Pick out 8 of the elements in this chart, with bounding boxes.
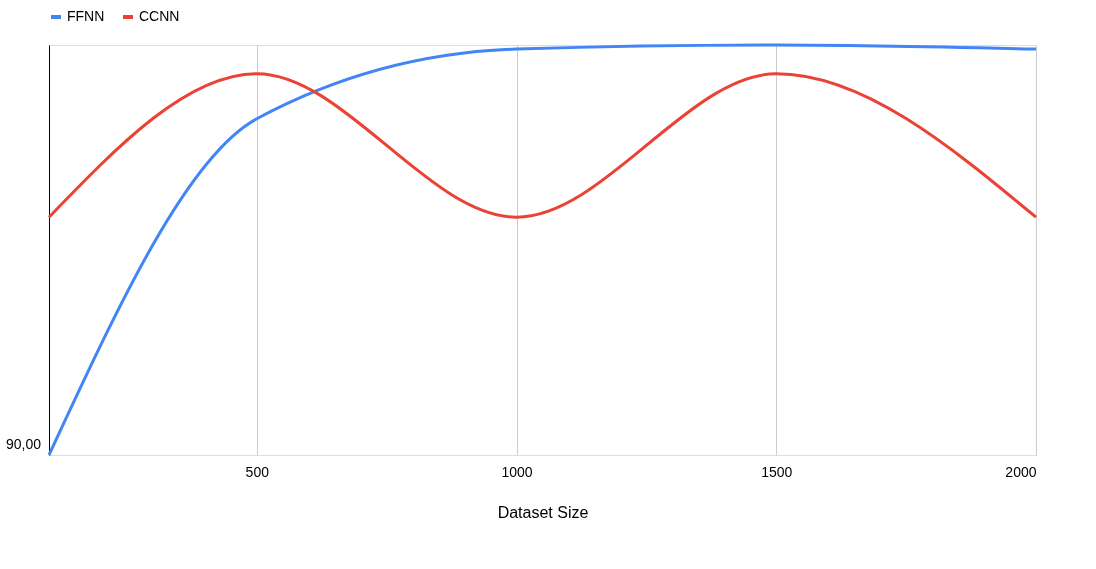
x-tick-label: 500 xyxy=(245,463,270,480)
legend-label: CCNN xyxy=(139,8,180,24)
x-tick-label: 1000 xyxy=(501,463,533,480)
text: 90,00 xyxy=(5,436,42,452)
x-tick-label: 1500 xyxy=(761,463,793,480)
x-axis-title: Dataset Size xyxy=(497,503,589,521)
legend-label: FFNN xyxy=(67,8,105,24)
x-tick-label: 2000 xyxy=(1005,463,1037,480)
